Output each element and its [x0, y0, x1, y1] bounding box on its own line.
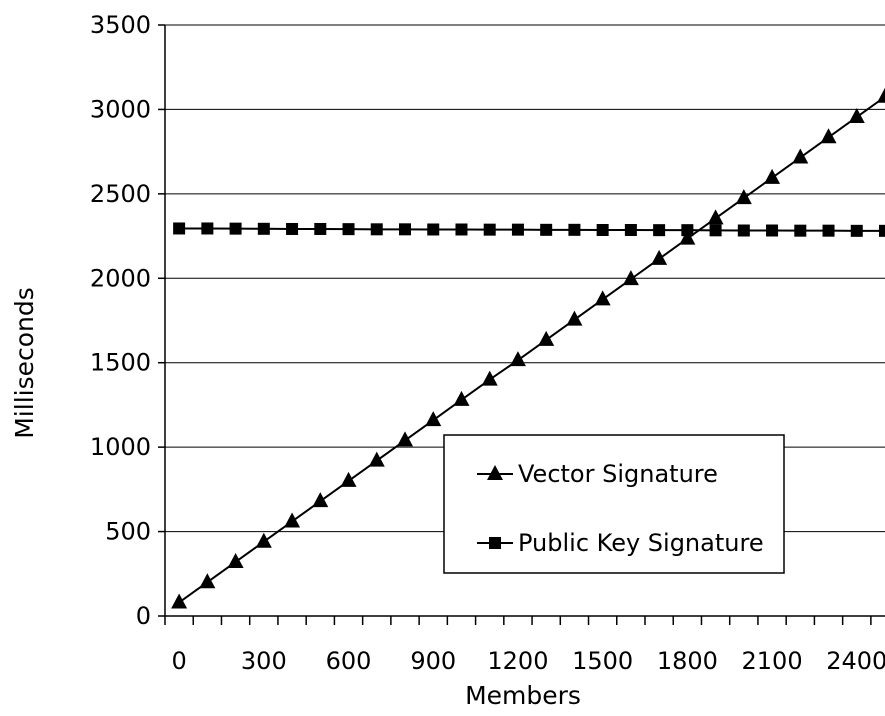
data-point-vector-signature: [481, 370, 498, 386]
legend: Vector Signature Public Key Signature: [443, 434, 785, 574]
data-point-public-key-signature: [766, 224, 779, 237]
data-point-public-key-signature: [370, 223, 383, 236]
data-point-vector-signature: [735, 189, 752, 205]
data-point-vector-signature: [820, 128, 837, 144]
x-axis-title: Members: [465, 681, 581, 710]
legend-label-vector-signature: Vector Signature: [518, 460, 718, 488]
legend-box: [443, 434, 785, 574]
data-point-vector-signature: [509, 351, 526, 367]
data-point-public-key-signature: [681, 224, 694, 237]
data-point-vector-signature: [199, 573, 216, 589]
y-tick-label-3500: 3500: [90, 11, 151, 39]
data-point-vector-signature: [622, 270, 639, 286]
data-point-public-key-signature: [427, 223, 440, 236]
x-tick-label-1500: 1500: [572, 647, 633, 675]
data-point-public-key-signature: [568, 223, 581, 236]
data-point-public-key-signature: [483, 223, 496, 236]
data-point-vector-signature: [848, 108, 865, 124]
data-point-public-key-signature: [850, 224, 863, 237]
x-tick-label-1200: 1200: [487, 647, 548, 675]
data-point-vector-signature: [368, 451, 385, 467]
x-tick-label-300: 300: [241, 647, 287, 675]
y-tick-label-0: 0: [136, 602, 151, 630]
series-public-key-signature: [173, 222, 885, 237]
data-point-vector-signature: [679, 229, 696, 245]
gridlines: [165, 24, 885, 533]
data-point-vector-signature: [651, 249, 668, 265]
data-point-public-key-signature: [709, 224, 722, 237]
data-point-public-key-signature: [794, 224, 807, 237]
data-point-vector-signature: [764, 168, 781, 184]
data-point-public-key-signature: [540, 223, 553, 236]
data-point-vector-signature: [566, 310, 583, 326]
data-point-vector-signature: [425, 411, 442, 427]
data-point-public-key-signature: [201, 222, 214, 235]
data-point-vector-signature: [792, 148, 809, 164]
y-axis-title: Milliseconds: [10, 287, 39, 439]
axes: [158, 24, 885, 625]
y-tick-label-500: 500: [105, 518, 151, 546]
y-tick-label-2500: 2500: [90, 180, 151, 208]
series-layer: [171, 87, 885, 609]
y-tick-label-3000: 3000: [90, 95, 151, 123]
series-line-public-key-signature: [179, 227, 885, 232]
series-vector-signature: [171, 87, 885, 609]
data-point-public-key-signature: [257, 222, 270, 235]
data-point-vector-signature: [707, 209, 724, 225]
data-point-public-key-signature: [229, 222, 242, 235]
x-tick-label-1800: 1800: [657, 647, 718, 675]
data-point-vector-signature: [538, 330, 555, 346]
data-point-public-key-signature: [624, 223, 637, 236]
x-tick-label-900: 900: [410, 647, 456, 675]
data-point-public-key-signature: [596, 223, 609, 236]
legend-marker-public-key-signature: [489, 537, 501, 549]
x-tick-label-600: 600: [326, 647, 372, 675]
data-point-vector-signature: [312, 492, 329, 508]
data-point-vector-signature: [284, 512, 301, 528]
data-point-vector-signature: [594, 290, 611, 306]
data-point-vector-signature: [453, 390, 470, 406]
data-point-public-key-signature: [511, 223, 524, 236]
y-tick-label-1500: 1500: [90, 349, 151, 377]
data-point-public-key-signature: [286, 222, 299, 235]
data-point-public-key-signature: [653, 224, 666, 237]
y-tick-label-1000: 1000: [90, 433, 151, 461]
x-tick-label-2400: 2400: [826, 647, 885, 675]
x-tick-label-0: 0: [171, 647, 186, 675]
data-point-vector-signature: [171, 593, 188, 609]
data-point-public-key-signature: [342, 223, 355, 236]
data-point-public-key-signature: [822, 224, 835, 237]
x-tick-labels: 0 300 600 900 1200 1500 1800 2100 2400: [171, 647, 885, 675]
data-point-public-key-signature: [737, 224, 750, 237]
data-point-public-key-signature: [879, 224, 885, 237]
data-point-public-key-signature: [314, 222, 327, 235]
legend-marker-vector-signature: [487, 465, 503, 480]
data-point-public-key-signature: [455, 223, 468, 236]
data-point-vector-signature: [340, 471, 357, 487]
y-tick-labels: 0 500 1000 1500 2000 2500 3000 3500: [90, 11, 151, 630]
data-point-vector-signature: [227, 552, 244, 568]
x-tick-label-2100: 2100: [742, 647, 803, 675]
data-point-public-key-signature: [173, 222, 186, 235]
data-point-vector-signature: [255, 532, 272, 548]
data-point-public-key-signature: [399, 223, 411, 236]
legend-label-public-key-signature: Public Key Signature: [518, 529, 764, 557]
data-point-vector-signature: [397, 431, 413, 447]
data-point-vector-signature: [877, 87, 885, 103]
y-tick-label-2000: 2000: [90, 264, 151, 292]
